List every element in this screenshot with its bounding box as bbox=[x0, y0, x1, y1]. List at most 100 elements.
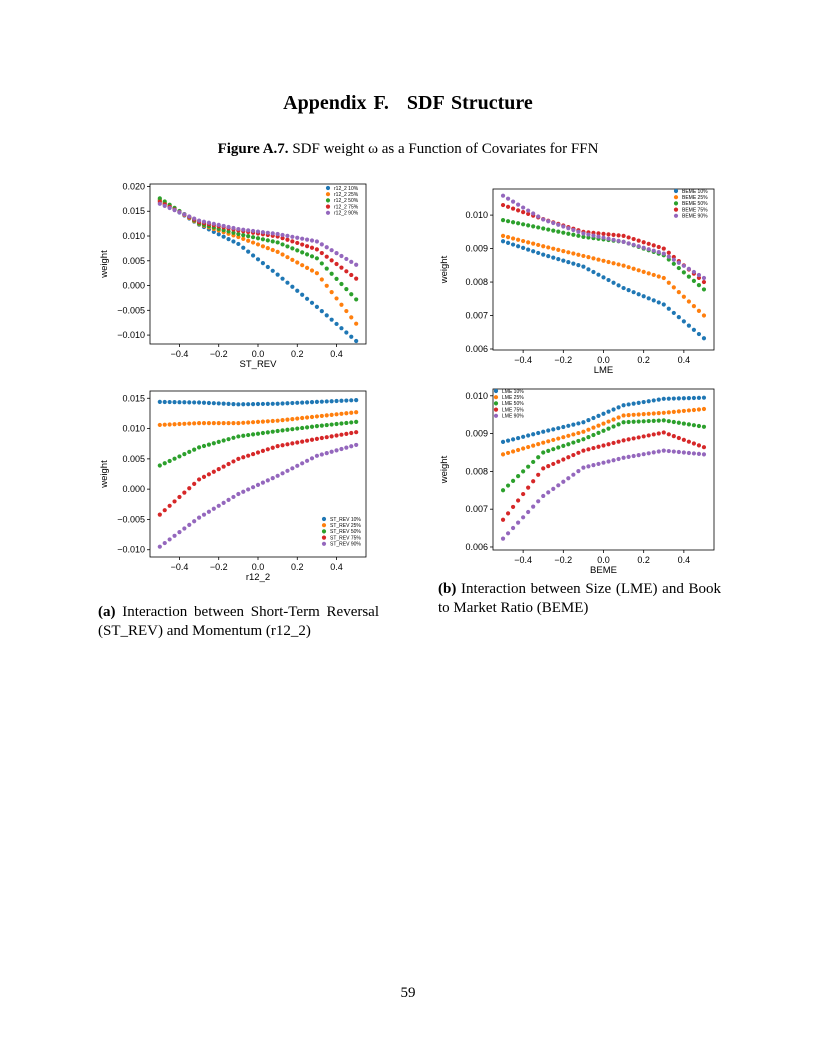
data-point bbox=[236, 456, 241, 461]
data-point bbox=[231, 459, 236, 464]
data-point bbox=[344, 256, 349, 262]
data-point bbox=[236, 402, 241, 407]
data-point bbox=[561, 435, 566, 440]
data-point bbox=[551, 228, 556, 233]
data-point bbox=[651, 298, 656, 303]
data-point bbox=[192, 216, 197, 221]
series-5 bbox=[500, 193, 707, 281]
data-point bbox=[187, 214, 192, 219]
data-point bbox=[701, 275, 707, 281]
data-point bbox=[541, 440, 546, 445]
data-point bbox=[157, 422, 162, 428]
data-point bbox=[260, 401, 266, 407]
data-point bbox=[319, 250, 324, 256]
data-point bbox=[334, 261, 339, 267]
data-point bbox=[621, 438, 626, 443]
data-point bbox=[696, 275, 702, 280]
data-point bbox=[601, 428, 606, 433]
data-point bbox=[661, 448, 666, 453]
data-point bbox=[172, 400, 177, 405]
data-point bbox=[500, 452, 506, 457]
data-point bbox=[241, 420, 246, 425]
data-point bbox=[211, 401, 216, 406]
data-point bbox=[661, 275, 666, 281]
subcaption-b-text: Interaction between Size (LME) and Book … bbox=[438, 581, 721, 616]
data-point bbox=[521, 238, 526, 244]
data-point bbox=[681, 408, 686, 414]
data-point bbox=[334, 412, 339, 417]
data-point bbox=[157, 512, 162, 517]
data-point bbox=[285, 237, 290, 242]
data-point bbox=[576, 450, 581, 455]
data-point bbox=[696, 308, 702, 313]
data-point bbox=[304, 425, 310, 430]
data-point bbox=[260, 230, 266, 235]
data-point bbox=[329, 434, 334, 439]
data-point bbox=[500, 488, 506, 493]
data-point bbox=[686, 439, 691, 444]
y-tick-label: 0.010 bbox=[122, 424, 145, 434]
data-point bbox=[626, 437, 631, 442]
y-tick-label: 0.010 bbox=[465, 391, 488, 401]
y-tick-label: 0.000 bbox=[122, 484, 145, 494]
data-point bbox=[676, 396, 681, 401]
data-point bbox=[606, 236, 611, 241]
x-tick-label: 0.4 bbox=[330, 349, 343, 359]
data-point bbox=[216, 232, 221, 237]
data-point bbox=[265, 401, 270, 406]
data-point bbox=[231, 225, 236, 231]
y-tick-label: 0.015 bbox=[122, 393, 145, 403]
data-point bbox=[505, 204, 511, 209]
data-point bbox=[329, 422, 334, 427]
data-point bbox=[676, 449, 681, 455]
legend-label: BEME 90% bbox=[682, 214, 708, 220]
legend-marker bbox=[673, 213, 679, 218]
x-tick-label: −0.4 bbox=[514, 355, 532, 365]
legend-label: r12_2 10% bbox=[334, 186, 359, 192]
data-point bbox=[182, 400, 187, 405]
data-point bbox=[701, 452, 707, 457]
data-point bbox=[631, 236, 636, 242]
data-point bbox=[260, 430, 266, 436]
data-point bbox=[304, 438, 310, 443]
data-point bbox=[206, 400, 212, 406]
data-point bbox=[280, 443, 285, 448]
data-point bbox=[691, 327, 697, 332]
data-point bbox=[196, 445, 202, 450]
data-point bbox=[666, 254, 671, 259]
data-point bbox=[551, 437, 556, 443]
data-point bbox=[344, 420, 349, 426]
data-point bbox=[596, 234, 601, 239]
legend-label: r12_2 75% bbox=[334, 204, 359, 210]
data-point bbox=[616, 405, 621, 410]
data-point bbox=[354, 321, 359, 326]
data-point bbox=[236, 234, 241, 240]
data-point bbox=[187, 522, 192, 527]
data-point bbox=[339, 398, 344, 403]
data-point bbox=[270, 418, 275, 424]
data-point bbox=[521, 491, 526, 497]
data-point bbox=[541, 493, 546, 499]
data-point bbox=[354, 410, 359, 415]
data-point bbox=[566, 433, 571, 438]
data-point bbox=[196, 515, 202, 520]
data-point bbox=[250, 432, 256, 437]
data-point bbox=[270, 475, 275, 481]
data-point bbox=[626, 241, 631, 246]
data-point bbox=[510, 437, 516, 442]
data-point bbox=[201, 512, 207, 517]
data-point bbox=[631, 401, 636, 406]
data-point bbox=[285, 244, 290, 249]
data-point bbox=[280, 428, 285, 433]
data-point bbox=[250, 253, 256, 258]
data-point bbox=[581, 429, 586, 434]
data-point bbox=[631, 290, 636, 295]
data-point bbox=[646, 418, 651, 424]
data-point bbox=[285, 401, 290, 406]
x-axis-label: BEME bbox=[590, 565, 617, 576]
data-point bbox=[167, 205, 172, 211]
data-point bbox=[246, 234, 251, 239]
data-point bbox=[344, 308, 349, 314]
data-point bbox=[295, 260, 300, 265]
data-point bbox=[510, 525, 516, 531]
